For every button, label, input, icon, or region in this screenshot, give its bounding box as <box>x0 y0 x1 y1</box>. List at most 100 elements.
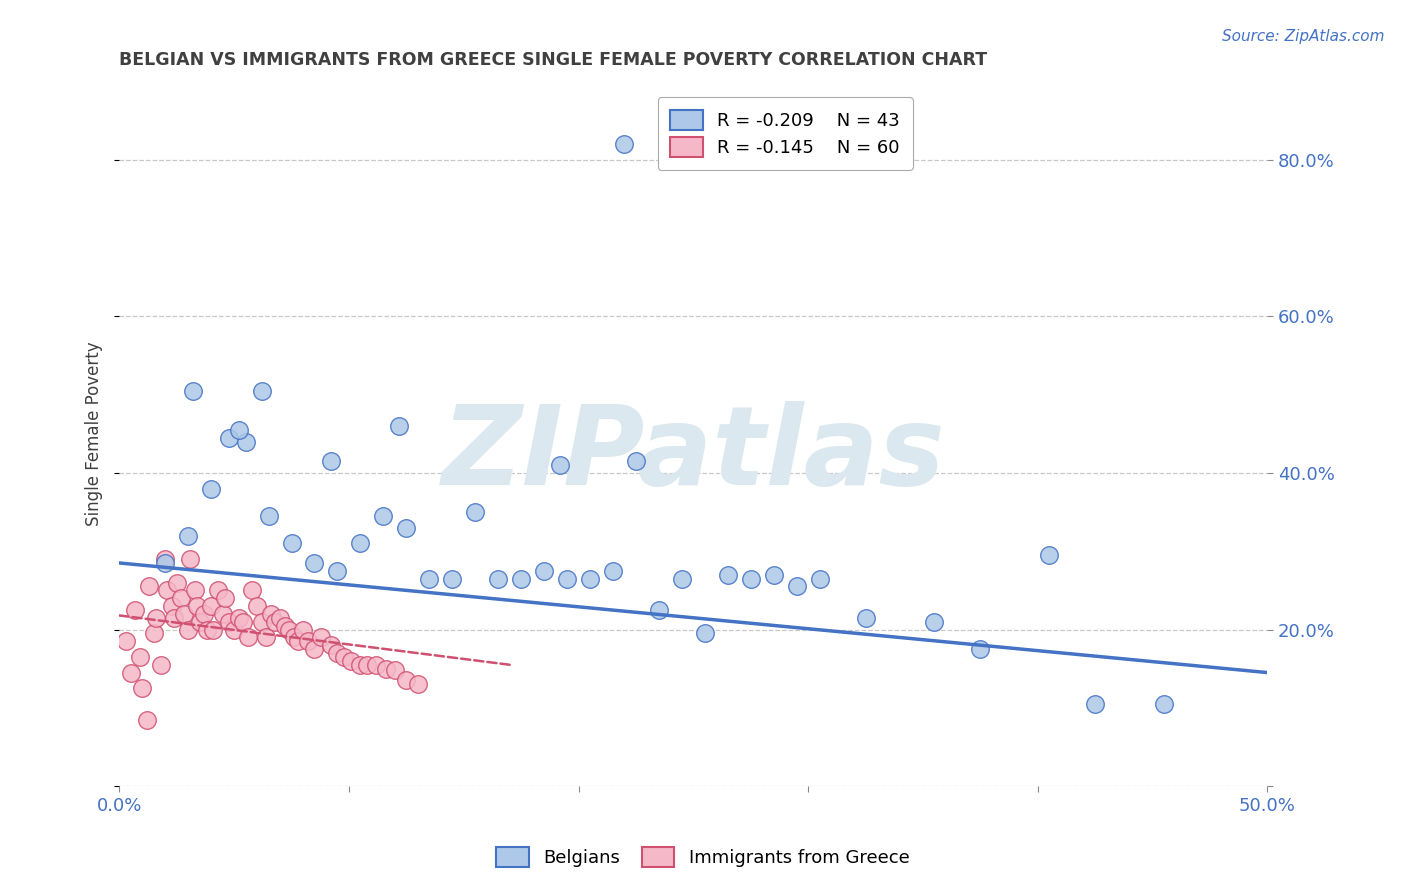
Point <box>273 618 295 632</box>
Point <box>613 136 636 151</box>
Point <box>200 599 222 613</box>
Point <box>193 607 215 621</box>
Point <box>808 572 831 586</box>
Point <box>278 623 301 637</box>
Point <box>693 626 716 640</box>
Point <box>195 623 218 637</box>
Legend: R = -0.209    N = 43, R = -0.145    N = 60: R = -0.209 N = 43, R = -0.145 N = 60 <box>658 97 912 169</box>
Point <box>280 536 302 550</box>
Y-axis label: Single Female Poverty: Single Female Poverty <box>86 342 103 526</box>
Point <box>283 631 305 645</box>
Point <box>388 418 411 433</box>
Point <box>177 528 200 542</box>
Point <box>250 384 273 398</box>
Point <box>153 556 176 570</box>
Point <box>1038 548 1060 562</box>
Point <box>969 642 991 657</box>
Point <box>173 607 195 621</box>
Point <box>395 521 418 535</box>
Point <box>304 556 326 570</box>
Point <box>624 454 647 468</box>
Point <box>242 583 264 598</box>
Point <box>762 567 785 582</box>
Point <box>129 649 152 664</box>
Point <box>671 572 693 586</box>
Point <box>142 626 165 640</box>
Point <box>222 623 245 637</box>
Legend: Belgians, Immigrants from Greece: Belgians, Immigrants from Greece <box>489 839 917 874</box>
Point <box>340 654 363 668</box>
Point <box>441 572 464 586</box>
Point <box>149 657 172 672</box>
Point <box>395 673 418 688</box>
Point <box>163 611 186 625</box>
Point <box>326 646 349 660</box>
Point <box>319 638 342 652</box>
Point <box>131 681 153 696</box>
Point <box>228 423 250 437</box>
Point <box>510 572 533 586</box>
Point <box>855 611 877 625</box>
Point <box>264 615 287 629</box>
Point <box>138 579 160 593</box>
Point <box>160 599 183 613</box>
Point <box>218 615 240 629</box>
Point <box>257 508 280 523</box>
Point <box>349 536 371 550</box>
Point <box>260 607 283 621</box>
Point <box>254 631 277 645</box>
Point <box>373 508 395 523</box>
Point <box>740 572 762 586</box>
Point <box>464 505 486 519</box>
Point <box>124 603 146 617</box>
Point <box>326 564 349 578</box>
Point <box>366 657 388 672</box>
Point <box>145 611 167 625</box>
Point <box>188 615 211 629</box>
Point <box>115 634 138 648</box>
Point <box>555 572 578 586</box>
Point <box>235 434 257 449</box>
Point <box>170 591 193 606</box>
Point <box>214 591 236 606</box>
Point <box>184 583 207 598</box>
Point <box>717 567 740 582</box>
Point <box>232 615 254 629</box>
Point <box>374 662 396 676</box>
Point <box>153 552 176 566</box>
Point <box>297 634 319 648</box>
Point <box>291 623 314 637</box>
Text: Source: ZipAtlas.com: Source: ZipAtlas.com <box>1222 29 1385 44</box>
Point <box>384 663 406 677</box>
Point <box>406 677 429 691</box>
Point <box>211 607 233 621</box>
Point <box>304 642 326 657</box>
Point <box>202 623 225 637</box>
Point <box>333 649 356 664</box>
Point <box>1084 697 1107 711</box>
Point <box>156 583 179 598</box>
Point <box>250 615 273 629</box>
Point <box>924 615 946 629</box>
Point <box>179 552 201 566</box>
Point <box>186 599 208 613</box>
Point <box>236 631 259 645</box>
Point <box>486 572 509 586</box>
Point <box>311 631 333 645</box>
Point <box>177 623 200 637</box>
Point <box>648 603 671 617</box>
Point <box>579 572 602 586</box>
Point <box>533 564 555 578</box>
Point <box>548 458 571 472</box>
Point <box>349 657 371 672</box>
Point <box>200 482 222 496</box>
Point <box>246 599 269 613</box>
Point <box>181 384 204 398</box>
Point <box>166 575 188 590</box>
Point <box>786 579 808 593</box>
Point <box>269 611 291 625</box>
Point <box>218 431 240 445</box>
Text: BELGIAN VS IMMIGRANTS FROM GREECE SINGLE FEMALE POVERTY CORRELATION CHART: BELGIAN VS IMMIGRANTS FROM GREECE SINGLE… <box>120 51 987 69</box>
Point <box>287 634 309 648</box>
Point <box>356 657 378 672</box>
